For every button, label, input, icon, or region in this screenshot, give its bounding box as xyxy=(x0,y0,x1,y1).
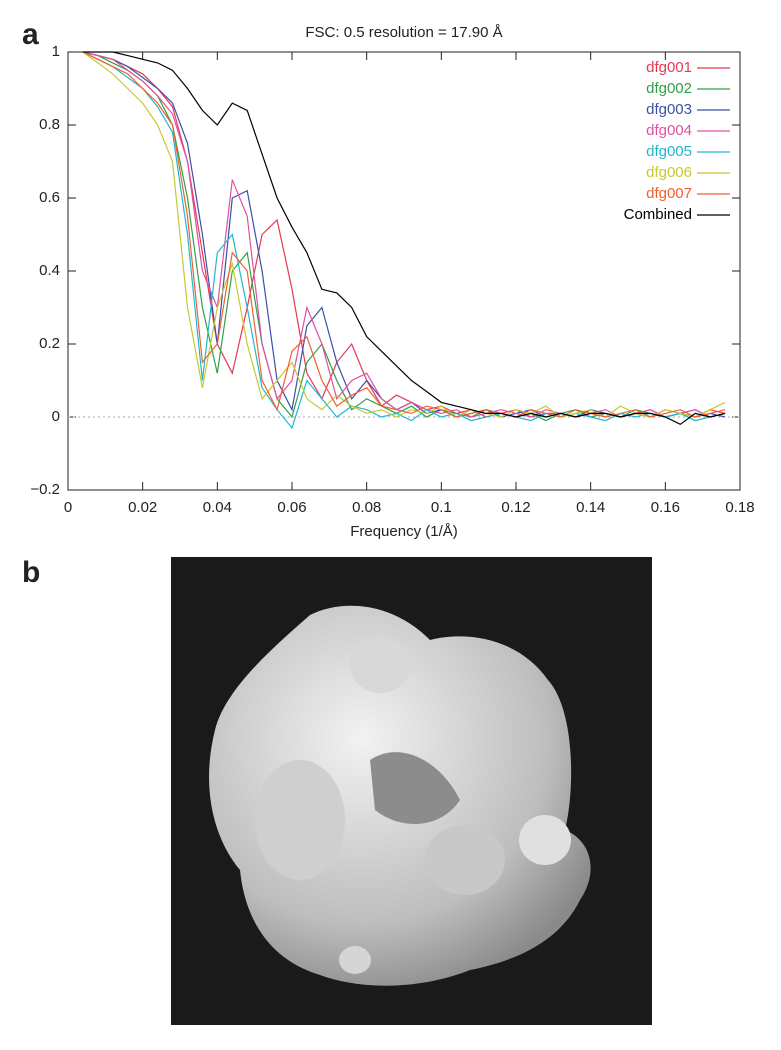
legend-label: dfg001 xyxy=(646,59,692,76)
x-tick-label: 0.14 xyxy=(576,499,605,516)
series-line xyxy=(82,51,726,418)
y-tick-label: 0.2 xyxy=(39,335,60,352)
y-tick-label: 0.6 xyxy=(39,189,60,206)
x-axis-label: Frequency (1/Å) xyxy=(350,523,458,540)
legend-label: Combined xyxy=(624,206,692,223)
panel-label: b xyxy=(22,556,40,589)
y-tick-label: 1 xyxy=(52,43,60,60)
series-line xyxy=(82,51,726,430)
legend-label: dfg006 xyxy=(646,164,692,181)
x-tick-label: 0.1 xyxy=(431,499,452,516)
legend-label: dfg003 xyxy=(646,101,692,118)
legend-label: dfg005 xyxy=(646,143,692,160)
series-line xyxy=(82,51,726,425)
legend-label: dfg007 xyxy=(646,185,692,202)
y-tick-label: 0.8 xyxy=(39,116,60,133)
density-lobe xyxy=(350,637,410,693)
x-tick-label: 0.12 xyxy=(501,499,530,516)
y-tick-label: 0 xyxy=(52,408,60,425)
x-tick-label: 0.16 xyxy=(651,499,680,516)
y-tick-label: −0.2 xyxy=(30,481,60,498)
series-line xyxy=(82,51,726,418)
panel-label: a xyxy=(22,18,39,51)
x-tick-label: 0 xyxy=(64,499,72,516)
series-line xyxy=(82,51,726,422)
series-line xyxy=(82,51,726,418)
legend-label: dfg002 xyxy=(646,80,692,97)
series-line xyxy=(82,51,726,418)
y-tick-label: 0.4 xyxy=(39,262,60,279)
density-lobe xyxy=(425,825,505,895)
density-lobe xyxy=(519,815,571,865)
x-tick-label: 0.06 xyxy=(277,499,306,516)
density-render xyxy=(171,557,652,1025)
chart-title: FSC: 0.5 resolution = 17.90 Å xyxy=(305,24,502,41)
x-tick-label: 0.08 xyxy=(352,499,381,516)
x-tick-label: 0.04 xyxy=(203,499,232,516)
density-cavity xyxy=(370,752,460,824)
x-tick-label: 0.18 xyxy=(725,499,754,516)
series-line xyxy=(82,51,726,418)
x-tick-label: 0.02 xyxy=(128,499,157,516)
legend-label: dfg004 xyxy=(646,122,692,139)
density-lobe xyxy=(255,760,345,880)
density-lobe xyxy=(339,946,371,974)
